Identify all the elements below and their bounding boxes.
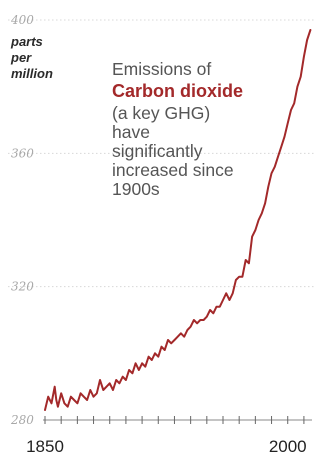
x-tick-label-1850: 1850 — [26, 437, 64, 456]
x-tick-label-2000: 2000 — [269, 437, 307, 456]
annotation: Emissions of Carbon dioxide (a key GHG) hav… — [112, 59, 243, 199]
y-tick-label-400: 400 — [10, 13, 34, 27]
y-tick-label-280: 280 — [10, 413, 34, 427]
y-axis: 280 320 360 400 — [10, 13, 34, 427]
unit-label-line-0: parts — [10, 34, 43, 49]
annotation-line-0: Emissions of — [112, 59, 211, 79]
co2-series-line — [44, 29, 312, 411]
annotation-line-6: 1900s — [112, 179, 160, 199]
annotation-line-3: have — [112, 122, 150, 142]
annotation-line-1: Carbon dioxide — [112, 81, 243, 101]
x-axis: 1850 2000 — [26, 416, 312, 456]
y-tick-label-360: 360 — [11, 146, 34, 160]
y-tick-label-320: 320 — [11, 280, 34, 294]
annotation-line-2: (a key GHG) — [112, 103, 210, 123]
y-axis-unit-label: parts per million — [10, 34, 53, 81]
unit-label-line-1: per — [10, 50, 32, 65]
annotation-line-4: significantly — [112, 141, 203, 161]
unit-label-line-2: million — [11, 66, 53, 81]
annotation-line-5: increased since — [112, 160, 234, 180]
